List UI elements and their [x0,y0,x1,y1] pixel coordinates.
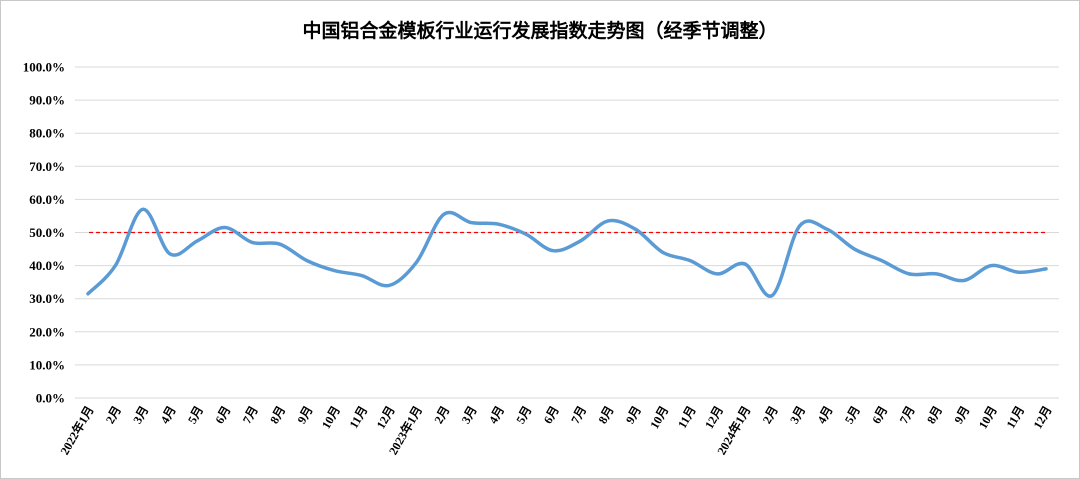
data-point [524,232,528,236]
data-point [278,242,282,246]
data-point [989,264,993,268]
data-point [168,252,172,256]
x-tick-label: 9月 [951,404,972,427]
y-tick-label: 80.0% [29,126,65,141]
y-tick-label: 70.0% [29,159,65,174]
x-tick-label: 10月 [647,404,671,432]
y-tick-label: 10.0% [29,357,65,372]
y-tick-label: 20.0% [29,324,65,339]
x-tick-label: 4月 [486,403,507,426]
data-point [469,221,473,225]
data-point [497,222,501,226]
data-point [688,259,692,263]
x-tick-label: 2月 [431,404,452,427]
y-tick-label: 100.0% [23,60,65,75]
y-tick-label: 60.0% [29,192,65,207]
x-tick-label: 6月 [212,404,233,427]
series-line-0 [86,207,1048,298]
data-point [716,272,720,276]
x-tick-label: 4月 [814,404,835,427]
data-point [195,239,199,243]
data-point [633,227,637,231]
data-point [305,259,309,263]
data-point [223,226,227,230]
data-point [1044,267,1048,271]
x-tick-label: 5月 [842,404,863,427]
x-tick-label: 6月 [869,404,890,427]
x-tick-label: 4月 [158,404,179,427]
x-tick-label: 3月 [787,404,808,427]
y-axis-tick-labels: 0.0% 10.0% 20.0% 30.0% 40.0% 50.0% 60.0% 70.0% 8… [23,60,65,406]
x-tick-label: 11月 [1003,404,1027,431]
data-point [770,293,774,297]
data-point [962,278,966,282]
x-tick-label: 9月 [294,404,315,427]
data-point [606,219,610,223]
data-point [86,292,90,296]
x-tick-label: 2月 [760,404,781,427]
x-tick-label: 9月 [623,404,644,427]
data-point [250,240,254,244]
chart-title: 中国铝合金模板行业运行发展指数走势图（经季节调整） [302,19,777,42]
x-tick-label: 6月 [541,404,562,427]
data-point [551,249,555,253]
x-tick-label: 2022年1月 [57,403,97,457]
x-tick-label: 12月 [702,404,726,432]
data-point [907,272,911,276]
x-tick-label: 11月 [675,404,699,431]
y-tick-label: 50.0% [29,225,65,240]
data-point [387,283,391,287]
data-point [360,274,364,278]
x-tick-label: 8月 [596,404,617,427]
x-tick-label: 7月 [568,404,589,427]
x-tick-label: 2月 [103,404,124,427]
data-point [743,262,747,266]
x-tick-label: 3月 [130,404,151,427]
series-group [86,207,1048,298]
x-tick-label: 11月 [347,404,371,431]
x-tick-label: 5月 [185,404,206,427]
data-point [332,269,336,273]
data-point [414,260,418,264]
data-point [579,239,583,243]
data-point [141,207,145,211]
y-tick-label: 30.0% [29,291,65,306]
y-tick-label: 90.0% [29,93,65,108]
y-tick-label: 0.0% [36,391,65,406]
data-point [442,212,446,216]
x-tick-label: 3月 [459,404,480,427]
data-point [880,259,884,263]
x-tick-label: 8月 [267,404,288,427]
data-point [852,247,856,251]
data-point [113,264,117,268]
x-tick-label: 7月 [897,404,918,427]
data-point [935,272,939,276]
data-point [798,224,802,228]
x-tick-label: 10月 [319,404,343,432]
data-point [661,250,665,254]
data-point [1017,270,1021,274]
data-point [825,227,829,231]
x-tick-label: 7月 [240,404,261,427]
x-tick-label: 12月 [1030,404,1054,432]
x-tick-label: 5月 [513,404,534,427]
x-tick-label: 10月 [976,404,1000,432]
x-tick-label: 12月 [374,404,398,432]
y-tick-label: 40.0% [29,258,65,273]
x-tick-label: 8月 [924,404,945,427]
